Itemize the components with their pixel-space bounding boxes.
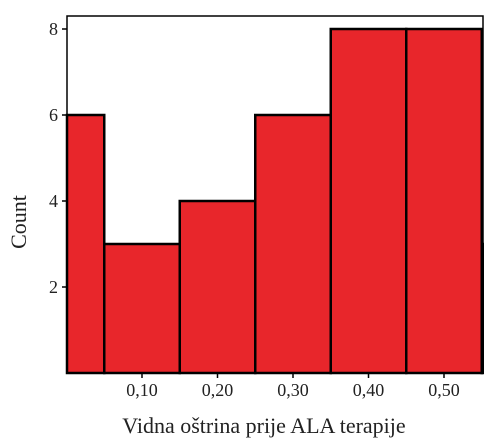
bar-6: [480, 242, 484, 375]
x-tick-label: 0,50: [428, 380, 460, 400]
bar-1: [103, 242, 181, 375]
bars-group: [65, 27, 484, 375]
x-axis-label: Vidna oštrina prije ALA terapije: [122, 413, 405, 438]
x-ticks-group: 0,10 0,20 0,30 0,40 0,50: [126, 373, 460, 400]
x-tick-label: 0,40: [353, 380, 385, 400]
bar-3: [254, 113, 332, 375]
bar-5: [405, 27, 483, 375]
bar-0: [65, 113, 106, 375]
x-tick-label: 0,10: [126, 380, 158, 400]
x-tick-label: 0,30: [277, 380, 309, 400]
bar-2: [178, 199, 257, 375]
y-ticks-group: 2 4 6 8: [49, 19, 67, 297]
bar-4: [329, 27, 408, 375]
y-tick-label: 2: [49, 277, 58, 297]
y-tick-label: 8: [49, 19, 58, 39]
y-tick-label: 4: [49, 191, 58, 211]
x-tick-label: 0,20: [202, 380, 234, 400]
y-tick-label: 6: [49, 105, 58, 125]
y-axis-label: Count: [6, 195, 31, 249]
